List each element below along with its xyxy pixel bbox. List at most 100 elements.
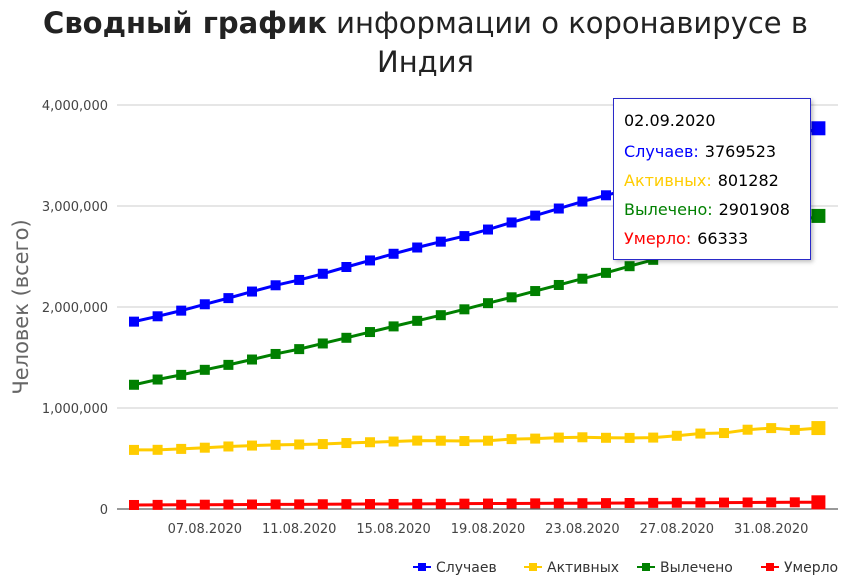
data-tooltip: 02.09.2020 Случаев: 3769523 Активных: 8012…: [613, 98, 811, 260]
data-point: [388, 498, 399, 509]
tooltip-label-cases: Случаев:: [624, 142, 699, 161]
tooltip-label-recovered: Вылечено:: [624, 200, 713, 219]
data-point: [152, 444, 163, 455]
y-axis-title: Человек (всего): [9, 219, 33, 394]
data-point: [435, 236, 446, 247]
data-point: [199, 442, 210, 453]
y-tick-label: 0: [100, 503, 108, 518]
data-point: [624, 432, 635, 443]
data-point: [317, 499, 328, 510]
data-point: [152, 311, 163, 322]
data-point: [811, 208, 826, 223]
data-point: [577, 498, 588, 509]
legend-label: Вылечено: [660, 560, 733, 576]
data-point: [459, 304, 470, 315]
legend-marker: [529, 563, 537, 571]
data-point: [129, 379, 139, 390]
data-point: [553, 498, 564, 509]
tooltip-value-active: 801282: [717, 171, 779, 190]
x-tick-label: 07.08.2020: [168, 522, 242, 537]
data-point: [435, 310, 446, 321]
data-point: [176, 369, 187, 380]
data-point: [742, 497, 753, 508]
data-point: [176, 499, 187, 510]
data-point: [341, 332, 352, 343]
data-point: [553, 279, 564, 290]
x-tick-label: 19.08.2020: [451, 522, 525, 537]
data-point: [577, 196, 588, 207]
data-point: [530, 210, 541, 221]
data-point: [412, 498, 423, 509]
data-point: [506, 217, 517, 228]
series-line: [133, 500, 819, 507]
y-tick-label: 3,000,000: [42, 200, 108, 215]
data-point: [129, 499, 139, 510]
data-point: [530, 433, 541, 444]
data-point: [648, 497, 659, 508]
data-point: [459, 498, 470, 509]
data-point: [459, 231, 470, 242]
data-point: [648, 432, 659, 443]
data-point: [811, 421, 826, 436]
x-tick-label: 23.08.2020: [545, 522, 619, 537]
data-point: [317, 439, 328, 450]
data-point: [341, 499, 352, 510]
x-tick-label: 15.08.2020: [356, 522, 430, 537]
data-point: [223, 293, 234, 304]
data-point: [577, 273, 588, 284]
tooltip-row-recovered: Вылечено: 2901908: [624, 200, 790, 219]
x-tick-label: 31.08.2020: [734, 522, 808, 537]
tooltip-label-active: Активных:: [624, 171, 712, 190]
tooltip-value-deaths: 66333: [697, 229, 749, 248]
data-point: [671, 430, 682, 441]
tooltip-row-cases: Случаев: 3769523: [624, 142, 776, 161]
data-point: [483, 298, 493, 309]
data-point: [317, 338, 328, 349]
y-tick-label: 1,000,000: [42, 402, 108, 417]
data-point: [789, 497, 800, 508]
data-point: [247, 440, 257, 451]
data-point: [388, 248, 399, 259]
data-point: [152, 499, 163, 510]
data-point: [270, 348, 281, 359]
data-point: [270, 280, 281, 291]
data-point: [365, 327, 375, 338]
data-point: [719, 497, 729, 508]
data-point: [176, 443, 187, 454]
data-point: [365, 437, 375, 448]
data-point: [695, 428, 706, 439]
data-point: [294, 274, 305, 285]
x-tick-label: 11.08.2020: [262, 522, 336, 537]
tooltip-value-recovered: 2901908: [718, 200, 790, 219]
data-point: [388, 321, 399, 332]
data-point: [577, 432, 588, 443]
data-point: [294, 499, 305, 510]
data-point: [483, 498, 493, 509]
data-point: [601, 432, 611, 443]
data-point: [341, 262, 352, 273]
data-point: [223, 499, 234, 510]
data-point: [719, 428, 729, 439]
data-point: [412, 435, 423, 446]
data-point: [435, 435, 446, 446]
data-point: [199, 364, 210, 375]
data-point: [365, 499, 375, 510]
data-point: [294, 344, 305, 355]
data-point: [341, 438, 352, 449]
data-point: [412, 315, 423, 326]
tooltip-value-cases: 3769523: [704, 142, 777, 161]
chart-title: Сводный график информации о коронавирусе…: [0, 4, 851, 82]
data-point: [766, 423, 777, 434]
data-point: [766, 497, 777, 508]
data-point: [553, 432, 564, 443]
tooltip-date: 02.09.2020: [624, 111, 716, 130]
data-point: [199, 499, 210, 510]
data-point: [789, 424, 800, 435]
data-point: [601, 267, 611, 278]
data-point: [506, 292, 517, 303]
data-point: [294, 439, 305, 450]
data-point: [742, 424, 753, 435]
data-point: [530, 498, 541, 509]
data-point: [671, 497, 682, 508]
